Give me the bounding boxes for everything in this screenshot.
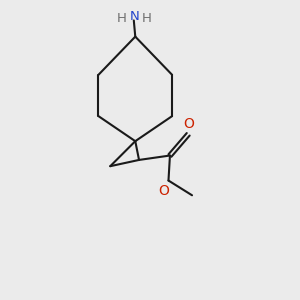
- Text: N: N: [130, 11, 139, 23]
- Text: H: H: [117, 12, 127, 25]
- Text: H: H: [142, 12, 152, 25]
- Text: O: O: [183, 117, 194, 131]
- Text: O: O: [159, 184, 170, 198]
